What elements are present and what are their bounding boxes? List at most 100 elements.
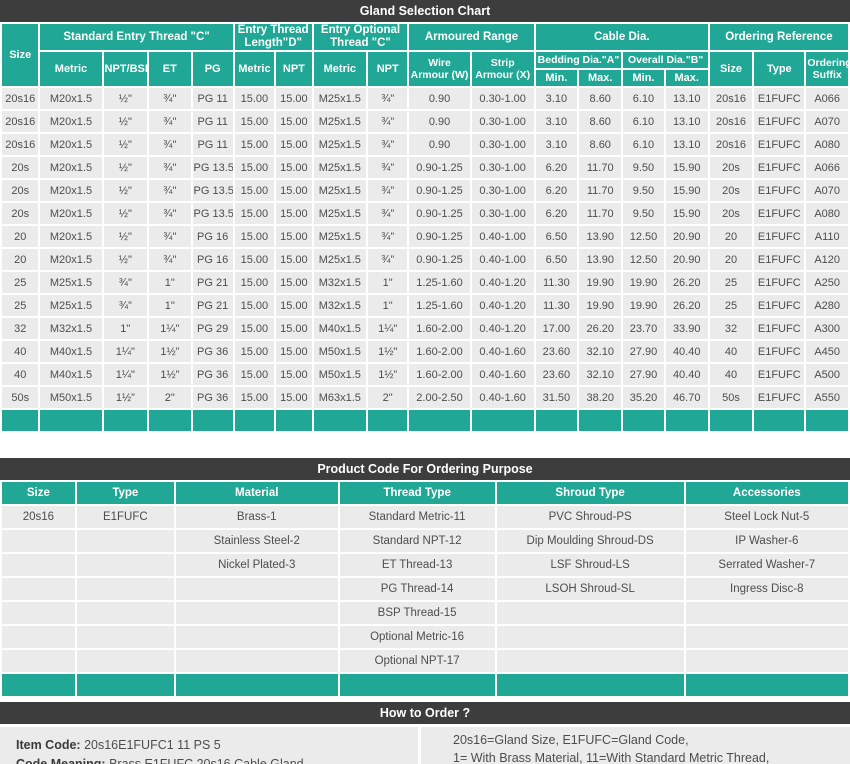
col-header-npt-d: NPT <box>276 52 312 87</box>
table-cell: 0.40-1.20 <box>471 318 534 340</box>
table-cell: E1FUFC <box>754 318 805 340</box>
table-cell: Stainless Steel-2 <box>175 530 338 553</box>
teal-strip <box>2 674 75 697</box>
table-cell: E1FUFC <box>754 272 805 294</box>
table-cell: 13.10 <box>665 111 708 133</box>
table-cell: 15.00 <box>276 272 312 294</box>
table-cell: E1FUFC <box>754 157 805 179</box>
table-cell: 19.90 <box>579 272 622 294</box>
table-cell: M25x1.5 <box>313 111 367 133</box>
table-row: 25 M25x1.5 ¾" 1" PG 21 15.00 15.00 M32x1.5 1" 1.2… <box>2 272 848 294</box>
col-header-npt-optional: NPT <box>368 52 408 87</box>
table-cell: ½" <box>103 203 148 225</box>
table-cell: Optional NPT-17 <box>339 650 495 673</box>
table-cell: ¾" <box>149 180 191 202</box>
code-meaning-label: Code Meaning: <box>16 757 106 764</box>
table-cell <box>76 530 174 553</box>
table-cell: 20s16 <box>709 134 753 156</box>
table-row: 20s16 M20x1.5 ½" ¾" PG 11 15.00 15.00 M25x1.5 ¾”… <box>2 88 848 110</box>
table-cell: 13.10 <box>665 134 708 156</box>
gland-table-body: 20s16 M20x1.5 ½" ¾" PG 11 15.00 15.00 M25x1.5 ¾”… <box>2 88 848 432</box>
table-cell <box>2 626 75 649</box>
table-cell: M20x1.5 <box>40 134 102 156</box>
table-cell: M20x1.5 <box>40 111 102 133</box>
item-code-value: 20s16E1FUFC1 11 PS 5 <box>80 738 221 753</box>
table-cell: M63x1.5 <box>313 387 367 409</box>
table-cell: 15.00 <box>234 295 275 317</box>
table-cell: 1¼" <box>103 341 148 363</box>
table-cell: 1" <box>149 295 191 317</box>
table-cell: 0.30-1.00 <box>471 203 534 225</box>
table-cell: 1.25-1.60 <box>409 272 470 294</box>
table-cell: 0.40-1.20 <box>471 295 534 317</box>
product-code-table: Size Type Material Thread Type Shroud Ty… <box>0 480 850 698</box>
table-cell: 26.20 <box>665 295 708 317</box>
item-code-panel: Item Code: 20s16E1FUFC1 11 PS 5 Code Mea… <box>0 727 418 764</box>
table-cell: M25x1.5 <box>40 272 102 294</box>
table-cell: 25 <box>2 272 39 294</box>
table-cell: 15.00 <box>234 203 275 225</box>
table-cell: BSP Thread-15 <box>339 602 495 625</box>
table-cell: 35.20 <box>623 387 664 409</box>
product-code-header-row: Size Type Material Thread Type Shroud Ty… <box>2 482 848 505</box>
table-cell: ¾” <box>103 295 148 317</box>
table-cell: 1½” <box>368 364 408 386</box>
table-cell: 26.20 <box>665 272 708 294</box>
table-cell <box>175 578 338 601</box>
table-cell: M32x1.5 <box>313 272 367 294</box>
table-cell: 0.30-1.00 <box>471 157 534 179</box>
table-cell: 20 <box>2 226 39 248</box>
table-cell: Dip Moulding Shroud-DS <box>496 530 684 553</box>
table-cell: ½" <box>103 88 148 110</box>
teal-strip <box>40 410 102 432</box>
table-cell: 50s <box>709 387 753 409</box>
header-group-row: Size Standard Entry Thread "C" Entry Thr… <box>2 24 848 87</box>
table-cell: A300 <box>806 318 848 340</box>
table-cell <box>76 554 174 577</box>
table-cell: 33.90 <box>665 318 708 340</box>
teal-strip <box>2 410 39 432</box>
table-cell: 15.00 <box>234 387 275 409</box>
code-meaning-value: Brass E1FUFC 20s16 Cable Gland. <box>106 757 307 764</box>
table-cell: 0.90-1.25 <box>409 157 470 179</box>
table-cell: ¾” <box>368 226 408 248</box>
table-cell: PG 11 <box>192 111 233 133</box>
table-cell: 15.00 <box>276 134 312 156</box>
table-cell: 6.10 <box>623 134 664 156</box>
table-cell: 9.50 <box>623 203 664 225</box>
table-cell <box>2 602 75 625</box>
table-cell: 25 <box>2 295 39 317</box>
col-header-bedding-dia: Bedding Dia."A" <box>535 52 622 69</box>
table-cell: ½" <box>103 134 148 156</box>
table-cell: 40 <box>709 341 753 363</box>
table-cell: M20x1.5 <box>40 249 102 271</box>
table-cell: PG 13.5 <box>192 157 233 179</box>
table-row: 20 M20x1.5 ½" ¾" PG 16 15.00 15.00 M25x1.5 ¾” 0.9… <box>2 226 848 248</box>
group-header-entry-optional-thread: Entry Optional Thread "C" <box>313 24 408 51</box>
how-to-order-title-bar: How to Order ? <box>0 702 850 725</box>
table-cell: 6.20 <box>535 203 578 225</box>
table-cell: 1¼" <box>149 318 191 340</box>
table-cell: 1" <box>368 295 408 317</box>
table-cell: Optional Metric-16 <box>339 626 495 649</box>
table-cell: 20s <box>2 157 39 179</box>
table-row: Optional NPT-17 <box>2 650 848 673</box>
code-meaning-line: Code Meaning: Brass E1FUFC 20s16 Cable G… <box>16 755 412 764</box>
table-cell: 19.90 <box>579 295 622 317</box>
table-cell: 20.90 <box>665 226 708 248</box>
teal-strip <box>175 674 338 697</box>
table-cell: 15.00 <box>234 341 275 363</box>
table-cell: 25 <box>709 295 753 317</box>
table-cell: 0.30-1.00 <box>471 180 534 202</box>
table-cell: M40x1.5 <box>40 341 102 363</box>
table-cell: Ingress Disc-8 <box>685 578 848 601</box>
table-cell: 23.60 <box>535 341 578 363</box>
table-cell: 13.10 <box>665 88 708 110</box>
table-cell: E1FUFC <box>754 134 805 156</box>
table-cell: A080 <box>806 134 848 156</box>
table-cell: A080 <box>806 203 848 225</box>
table-cell <box>76 650 174 673</box>
table-row: 20s16 M20x1.5 ½" ¾" PG 11 15.00 15.00 M25x1.5 ¾”… <box>2 111 848 133</box>
table-cell: ¾" <box>149 226 191 248</box>
product-code-title-bar: Product Code For Ordering Purpose <box>0 458 850 481</box>
